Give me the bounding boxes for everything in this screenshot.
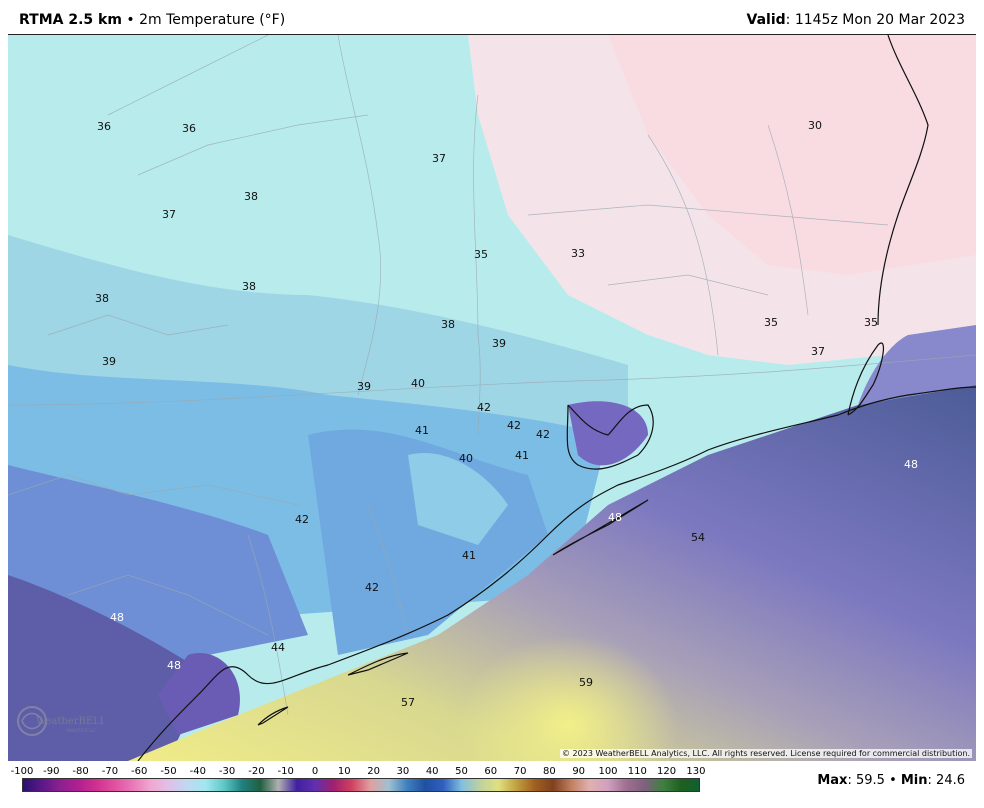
temperature-map[interactable]: 36 36 37 38 37 38 38 39 37 35 33 30 38 3… — [8, 34, 976, 761]
colorbar-labels: -100 -90 -80 -70 -60 -50 -40 -30 -20 -10 0 10 20 30 40… — [0, 762, 984, 808]
temp-label: 48 — [608, 511, 622, 524]
colorbar-tick-label: 90 — [572, 766, 586, 777]
stat-separator: • — [889, 773, 897, 788]
temp-label: 59 — [579, 676, 593, 689]
colorbar-tick-label: -40 — [189, 766, 206, 777]
temp-label: 54 — [691, 531, 705, 544]
temp-label: 48 — [904, 458, 918, 471]
max-min-readout: Max: 59.5 • Min: 24.6 — [817, 773, 965, 788]
temp-label: 42 — [536, 428, 550, 441]
temp-label: 37 — [811, 345, 825, 358]
colorbar-tick-label: 70 — [513, 766, 527, 777]
temp-label: 39 — [102, 355, 116, 368]
temp-label: 35 — [474, 248, 488, 261]
model-name: RTMA 2.5 km — [19, 12, 122, 28]
temp-label: 38 — [242, 280, 256, 293]
colorbar-tick-label: -50 — [160, 766, 177, 777]
weatherbell-logo-icon: WeatherBELL ANALYTICS LLC — [17, 706, 104, 736]
temp-label: 48 — [167, 659, 181, 672]
product-name: 2m Temperature (°F) — [139, 12, 286, 28]
map-canvas: 36 36 37 38 37 38 38 39 37 35 33 30 38 3… — [8, 35, 976, 761]
colorbar-tick-label: 110 — [627, 766, 647, 777]
colorbar-tick-label: 130 — [686, 766, 706, 777]
temp-label: 35 — [764, 316, 778, 329]
copyright-notice: © 2023 WeatherBELL Analytics, LLC. All r… — [560, 749, 972, 758]
colorbar-tick-label: -80 — [72, 766, 89, 777]
colorbar-strip — [22, 778, 700, 792]
colorbar-tick-label: -10 — [277, 766, 294, 777]
colorbar-tick-label: -20 — [248, 766, 265, 777]
colorbar-tick-label: 120 — [657, 766, 677, 777]
colorbar-tick-label: -90 — [43, 766, 60, 777]
temp-label: 37 — [432, 152, 446, 165]
colorbar-tick-label: 100 — [598, 766, 618, 777]
colorbar-tick-label: 10 — [337, 766, 351, 777]
colorbar-tick-label: -100 — [10, 766, 34, 777]
temp-label: 42 — [365, 581, 379, 594]
temp-label: 30 — [808, 119, 822, 132]
temp-label: 39 — [357, 380, 371, 393]
temp-label: 41 — [415, 424, 429, 437]
colorbar-tick-label: 20 — [367, 766, 380, 777]
temp-label: 44 — [271, 641, 285, 654]
svg-text:WeatherBELL: WeatherBELL — [36, 716, 104, 727]
colorbar-tick-label: 50 — [455, 766, 468, 777]
title-separator: • — [126, 12, 135, 28]
valid-label: Valid — [746, 12, 786, 28]
valid-time: Valid: 1145z Mon 20 Mar 2023 — [747, 12, 965, 28]
header-bar: RTMA 2.5 km • 2m Temperature (°F) Valid:… — [0, 0, 984, 34]
temp-label: 48 — [110, 611, 124, 624]
colorbar-tick-label: 60 — [484, 766, 498, 777]
temp-label: 39 — [492, 337, 506, 350]
colorbar-tick-label: -60 — [131, 766, 148, 777]
max-label: Max — [817, 773, 848, 788]
temp-label: 42 — [477, 401, 491, 414]
product-title: RTMA 2.5 km • 2m Temperature (°F) — [19, 12, 285, 28]
temp-label: 38 — [95, 292, 109, 305]
temp-label: 38 — [244, 190, 258, 203]
temp-label: 41 — [462, 549, 476, 562]
svg-text:ANALYTICS LLC: ANALYTICS LLC — [66, 728, 96, 733]
colorbar-tick-label: 80 — [543, 766, 556, 777]
temp-label: 36 — [97, 120, 111, 133]
temp-label: 40 — [459, 452, 473, 465]
temp-label: 38 — [441, 318, 455, 331]
max-value: : 59.5 — [847, 773, 885, 788]
weatherbell-logo: WeatherBELL ANALYTICS LLC — [14, 703, 104, 739]
valid-time-value: : 1145z Mon 20 Mar 2023 — [785, 12, 965, 28]
temp-label: 42 — [295, 513, 309, 526]
colorbar-tick-label: 0 — [311, 766, 319, 777]
temp-label: 36 — [182, 122, 196, 135]
temp-label: 35 — [864, 316, 878, 329]
colorbar-tick-label: 30 — [396, 766, 410, 777]
min-value: : 24.6 — [927, 773, 965, 788]
temp-label: 37 — [162, 208, 176, 221]
colorbar-tick-label: 40 — [425, 766, 439, 777]
colorbar-tick-label: -70 — [101, 766, 119, 777]
colorbar-tick-label: -30 — [218, 766, 236, 777]
temp-label: 41 — [515, 449, 529, 462]
temp-label: 42 — [507, 419, 521, 432]
min-label: Min — [900, 773, 928, 788]
temp-label: 40 — [411, 377, 425, 390]
temp-label: 33 — [571, 247, 585, 260]
temp-label: 57 — [401, 696, 415, 709]
